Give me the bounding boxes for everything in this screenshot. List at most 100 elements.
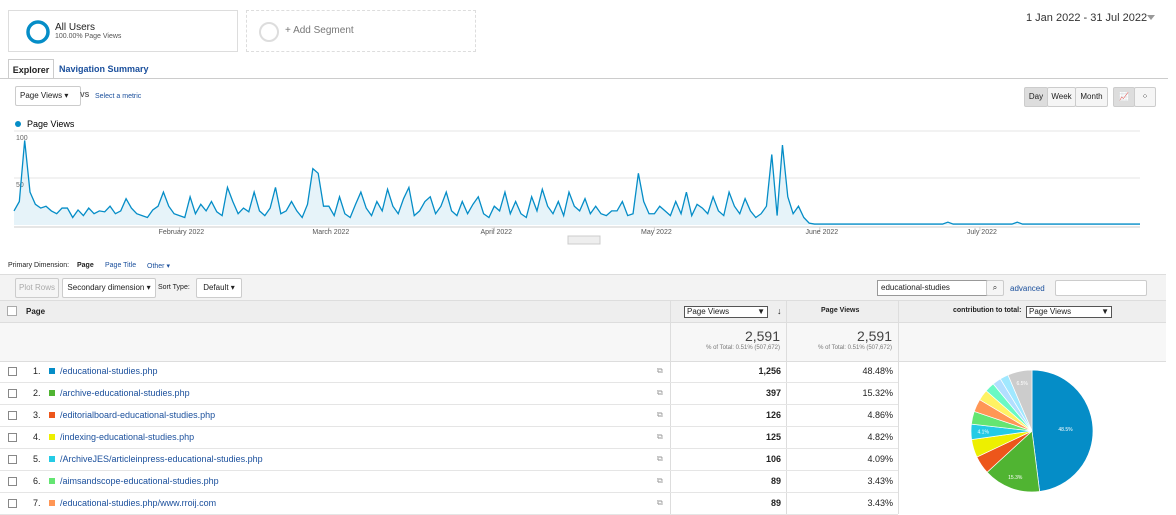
page-link[interactable]: /ArchiveJES/articleinpress-educational-s…	[60, 454, 263, 464]
sort-label: Sort Type:	[158, 284, 190, 291]
open-icon[interactable]: ⧉	[657, 454, 663, 463]
legend-swatch	[15, 121, 21, 127]
row-index: 2.	[33, 388, 41, 398]
row-rule	[0, 492, 898, 493]
x-tick-label: February 2022	[159, 229, 205, 236]
contribution-select[interactable]: Page Views ▼	[1026, 306, 1112, 318]
segment-detail: 100.00% Page Views	[55, 33, 122, 40]
dimension-option[interactable]: Page Title	[105, 262, 137, 269]
open-icon[interactable]: ⧉	[657, 476, 663, 485]
select-metric[interactable]: Select a metric	[95, 93, 142, 100]
totals-row	[0, 322, 1166, 362]
open-icon[interactable]: ⧉	[657, 498, 663, 507]
metric-label: Page Views	[20, 91, 63, 100]
open-icon[interactable]: ⧉	[657, 432, 663, 441]
metric-dropdown[interactable]: Page Views ▾	[15, 86, 81, 106]
column-rule	[898, 300, 899, 514]
metric-select[interactable]: Page Views ▼	[684, 306, 768, 318]
open-icon[interactable]: ⧉	[657, 410, 663, 419]
row-swatch	[49, 412, 55, 418]
views: 397	[765, 388, 781, 398]
share: 4.09%	[867, 454, 893, 464]
add-segment-label: + Add Segment	[285, 25, 354, 36]
dimension-option-label: Other	[147, 263, 165, 270]
total-value: 2,591	[744, 328, 780, 344]
row-checkbox[interactable]	[8, 455, 17, 464]
row-index: 3.	[33, 410, 41, 420]
page-link[interactable]: /educational-studies.php/www.rroij.com	[60, 498, 217, 508]
row-checkbox[interactable]	[8, 389, 17, 398]
dimension-label: Primary Dimension:	[8, 262, 70, 269]
search-button[interactable]: ⌕	[986, 280, 1004, 296]
row-checkbox[interactable]	[8, 499, 17, 508]
views: 89	[770, 498, 781, 508]
views: 89	[770, 476, 781, 486]
share: 4.82%	[867, 432, 893, 442]
row-checkbox[interactable]	[8, 433, 17, 442]
granularity-button[interactable]: Week	[1047, 87, 1076, 107]
sort-value: Default	[203, 283, 229, 292]
granularity-button[interactable]: Month	[1075, 87, 1108, 107]
page-link[interactable]: /editorialboard-educational-studies.php	[60, 410, 216, 420]
tab[interactable]: Navigation Summary	[59, 64, 149, 74]
advanced-link[interactable]: advanced	[1010, 284, 1045, 293]
row-index: 6.	[33, 476, 41, 486]
date-range[interactable]: 1 Jan 2022 - 31 Jul 2022	[1026, 12, 1148, 24]
total-detail: % of Total: 0.51% (507,672)	[818, 345, 892, 351]
line-chart: Page Views 50 100 February 2022 March 2022 A…	[13, 119, 1140, 245]
pie-chart: 48.5% 15.3% 4.1% 6.5%	[970, 369, 1094, 493]
view-switcher[interactable]	[1055, 280, 1147, 296]
line	[13, 140, 1140, 225]
header-contribution: contribution to total:	[953, 307, 1022, 314]
chart-resize-handle[interactable]	[567, 235, 601, 245]
open-icon[interactable]: ⧉	[657, 388, 663, 397]
column-rule	[786, 300, 787, 514]
row-checkbox[interactable]	[8, 411, 17, 420]
header-page: Page	[26, 307, 46, 316]
row-rule	[0, 382, 898, 383]
dimension-option[interactable]: Other ▾	[147, 263, 170, 270]
x-tick-label: June 2022	[805, 229, 838, 236]
select-all[interactable]	[7, 306, 17, 316]
pie-label: 4.1%	[978, 430, 990, 436]
table-header	[0, 300, 1166, 323]
tab-rule	[0, 78, 1168, 79]
page-link[interactable]: /indexing-educational-studies.php	[60, 432, 195, 442]
page-link[interactable]: /archive-educational-studies.php	[60, 388, 190, 398]
row-checkbox[interactable]	[8, 367, 17, 376]
secondary-dimension[interactable]: Secondary dimension ▾	[62, 278, 156, 298]
pie-slice	[1007, 369, 1033, 432]
motion-chart-toggle[interactable]: ⁘	[1134, 87, 1156, 107]
add-segment[interactable]: + Add Segment	[246, 10, 476, 52]
row-checkbox[interactable]	[8, 477, 17, 486]
granularity-button[interactable]: Day	[1024, 87, 1048, 107]
x-tick-label: April 2022	[481, 229, 513, 236]
sort-arrow: ↓	[777, 306, 782, 316]
open-icon[interactable]: ⧉	[657, 366, 663, 375]
pie-slice	[1031, 369, 1094, 492]
area	[14, 140, 1140, 225]
x-tick-label: March 2022	[312, 229, 349, 236]
sort-dropdown[interactable]: Default ▾	[196, 278, 242, 298]
pie-label: 6.5%	[1016, 381, 1028, 387]
dimension-option[interactable]: Page	[77, 262, 94, 269]
plot-rows[interactable]: Plot Rows	[15, 278, 59, 298]
search-input[interactable]: educational-studies	[877, 280, 990, 296]
row-swatch	[49, 500, 55, 506]
row-rule	[0, 448, 898, 449]
page-link[interactable]: /educational-studies.php	[60, 366, 158, 376]
views: 125	[765, 432, 781, 442]
segment-card[interactable]: All Users 100.00% Page Views	[8, 10, 238, 52]
line-chart-toggle[interactable]: 📈	[1113, 87, 1135, 107]
segment-icon	[26, 20, 50, 44]
tab[interactable]: Explorer	[8, 59, 54, 79]
pie-label: 15.3%	[1008, 475, 1023, 481]
header-metric: Page Views	[821, 307, 860, 314]
row-swatch	[49, 390, 55, 396]
metric-select-label: Page Views	[687, 307, 730, 316]
secondary-dimension-label: Secondary dimension	[67, 283, 145, 292]
row-index: 1.	[33, 366, 41, 376]
views: 1,256	[758, 366, 781, 376]
page-link[interactable]: /aimsandscope-educational-studies.php	[60, 476, 219, 486]
